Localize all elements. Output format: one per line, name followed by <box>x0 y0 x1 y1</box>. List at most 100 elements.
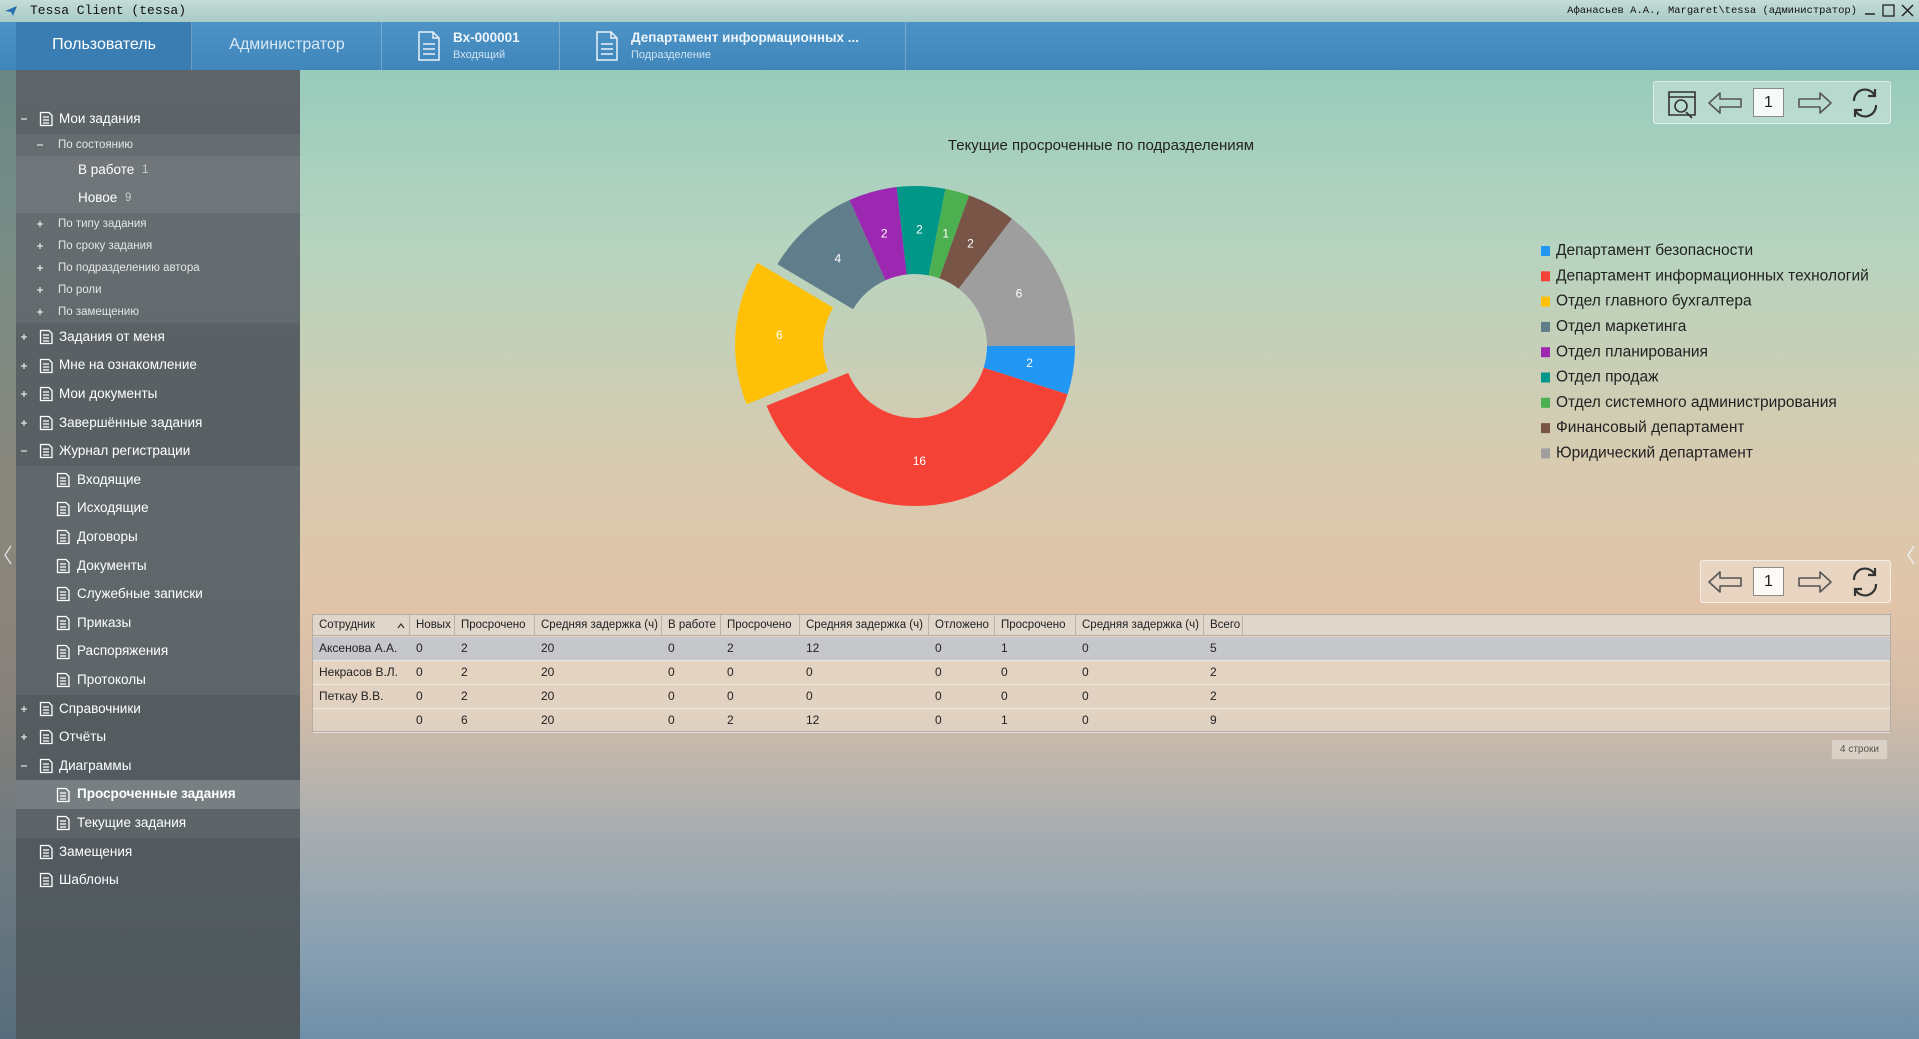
document-tab[interactable]: Департамент информационных ... Подразделе… <box>560 22 906 70</box>
expander[interactable] <box>20 447 28 455</box>
tree-item[interactable]: Новое 9 <box>16 184 300 213</box>
document-tab[interactable]: Вх-000001 Входящий <box>382 22 560 70</box>
table-row[interactable]: Аксенова А.А. 0 2 20 0 2 12 0 1 0 5 <box>313 637 1890 661</box>
legend-label: Финансовый департамент <box>1556 419 1745 436</box>
previous-page-button[interactable] <box>1707 569 1743 595</box>
tree-item[interactable]: По роли <box>16 278 300 301</box>
column-header[interactable]: Отложено <box>929 615 995 636</box>
next-page-button[interactable] <box>1797 569 1833 595</box>
tree-item[interactable]: Исходящие <box>16 494 300 523</box>
column-header[interactable]: Просрочено <box>995 615 1076 636</box>
tree-item[interactable]: Завершённые задания <box>16 409 300 438</box>
table-cell: 0 <box>1001 665 1008 679</box>
table-row[interactable]: Петкау В.В. 0 2 20 0 0 0 0 0 0 2 <box>313 685 1890 709</box>
tree-item[interactable]: Замещения <box>16 838 300 867</box>
tree-item[interactable]: Просроченные задания <box>16 780 300 809</box>
maximize-button[interactable] <box>1882 4 1895 17</box>
tree-item[interactable]: Служебные записки <box>16 580 300 609</box>
tree-item[interactable]: По типу задания <box>16 212 300 235</box>
table-cell: 2 <box>1210 665 1217 679</box>
expander[interactable] <box>20 115 28 123</box>
expander[interactable] <box>36 286 44 294</box>
item-icon <box>56 615 70 631</box>
chart: Текущие просроченные по подразделениям 2 1… <box>735 137 1869 506</box>
tree-item[interactable]: Диаграммы <box>16 752 300 781</box>
expander[interactable] <box>36 308 44 316</box>
tree-item[interactable]: По замещению <box>16 300 300 323</box>
item-icon <box>56 472 70 488</box>
tree-item[interactable]: Входящие <box>16 465 300 495</box>
tree-item[interactable]: По подразделению автора <box>16 256 300 279</box>
tree-item-label: Диаграммы <box>59 757 132 773</box>
table-cell: 0 <box>416 689 423 703</box>
icon-shape <box>39 112 53 127</box>
column-header[interactable]: Средняя задержка (ч) <box>535 615 662 636</box>
expander[interactable] <box>36 264 44 272</box>
expander[interactable] <box>36 220 44 228</box>
expander[interactable] <box>20 705 28 713</box>
column-header[interactable]: Средняя задержка (ч) <box>1076 615 1204 636</box>
tree-item[interactable]: Мои задания <box>16 105 300 134</box>
legend-swatch <box>1541 296 1550 307</box>
icon-shape <box>39 387 53 402</box>
icon-shape <box>418 31 440 61</box>
table-cell: 1 <box>1001 713 1008 727</box>
icon-shape <box>56 615 70 631</box>
expand-arrow[interactable] <box>1906 545 1916 565</box>
search-button[interactable] <box>1666 88 1700 120</box>
expander[interactable] <box>36 141 44 149</box>
slice-label: 1 <box>942 226 949 240</box>
tree-item[interactable]: Задания от меня <box>16 323 300 352</box>
column-header[interactable]: В работе <box>662 615 721 636</box>
tab-bar: Пользователь Администратор Вх-000001 Входящ… <box>0 22 1919 70</box>
tree-item[interactable]: По состоянию <box>16 133 300 156</box>
tree-item[interactable]: Отчёты <box>16 723 300 752</box>
expander[interactable] <box>20 390 28 398</box>
expander[interactable] <box>20 419 28 427</box>
tab[interactable]: Администратор <box>192 22 382 70</box>
refresh-button[interactable] <box>1847 564 1883 600</box>
tree-item-label: Отчёты <box>59 729 107 745</box>
column-header[interactable]: Просрочено <box>721 615 800 636</box>
tab[interactable]: Пользователь <box>16 22 192 70</box>
tree-item[interactable]: В работе 1 <box>16 155 300 185</box>
column-header[interactable]: Сотрудник <box>313 615 410 636</box>
tree-item[interactable]: По сроку задания <box>16 234 300 257</box>
previous-page-button[interactable] <box>1707 90 1743 116</box>
table-row[interactable]: 0 6 20 0 2 12 0 1 0 9 <box>313 709 1890 733</box>
tree-item[interactable]: Приказы <box>16 608 300 638</box>
pie-slice <box>983 346 1075 395</box>
expander[interactable] <box>20 733 28 741</box>
tree-item[interactable]: Мне на ознакомление <box>16 351 300 380</box>
icon-shape <box>596 31 618 61</box>
column-header[interactable]: Средняя задержка (ч) <box>800 615 929 636</box>
expander[interactable] <box>20 762 28 770</box>
tree-item[interactable]: Распоряжения <box>16 637 300 666</box>
next-page-button[interactable] <box>1797 90 1833 116</box>
expander[interactable] <box>36 242 44 250</box>
pager: 1 <box>1653 81 1891 124</box>
column-header[interactable]: Просрочено <box>455 615 535 636</box>
expander[interactable] <box>20 362 28 370</box>
tree-item[interactable]: Документы <box>16 551 300 581</box>
tree-item[interactable]: Журнал регистрации <box>16 437 300 466</box>
tree-item[interactable]: Текущие задания <box>16 809 300 838</box>
collapse-arrow[interactable] <box>3 545 13 565</box>
column-header[interactable]: Всего <box>1204 615 1243 636</box>
icon-shape <box>56 501 70 516</box>
tree-item[interactable]: Мои документы <box>16 380 300 409</box>
table-cell: 6 <box>461 713 468 727</box>
column-header[interactable]: Новых <box>410 615 455 636</box>
tree-item[interactable]: Протоколы <box>16 666 300 695</box>
tree-item[interactable]: Справочники <box>16 695 300 724</box>
table-cell: 20 <box>541 689 555 703</box>
close-button[interactable] <box>1901 4 1914 17</box>
refresh-button[interactable] <box>1847 85 1883 121</box>
table-row[interactable]: Некрасов В.Л. 0 2 20 0 0 0 0 0 0 2 <box>313 661 1890 685</box>
tree-item[interactable]: Шаблоны <box>16 866 300 895</box>
tree-item[interactable]: Договоры <box>16 523 300 552</box>
expander[interactable] <box>20 333 28 341</box>
slice-label: 6 <box>1016 287 1023 301</box>
item-icon <box>56 501 70 516</box>
tree-item-label: По замещению <box>58 305 139 318</box>
